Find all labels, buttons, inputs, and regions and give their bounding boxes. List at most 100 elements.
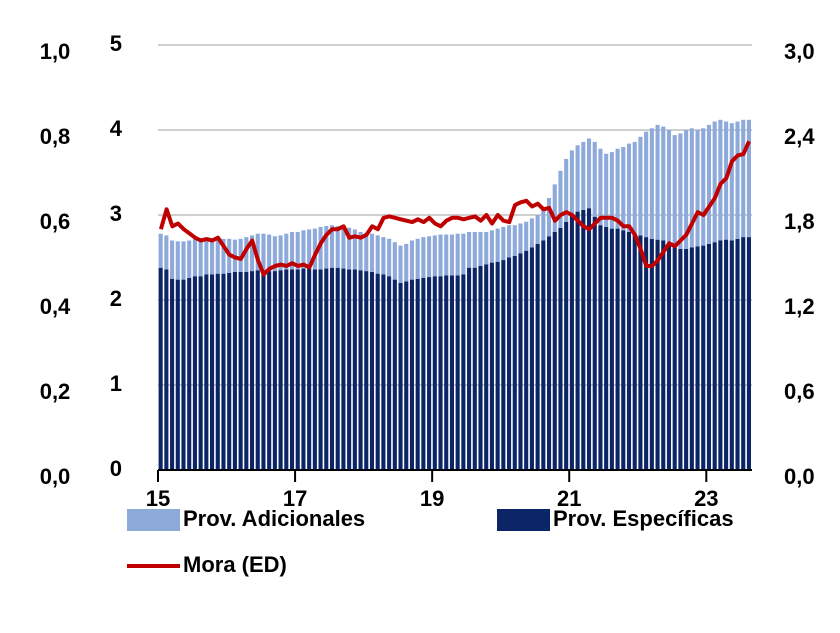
bar [392, 242, 397, 280]
bar [438, 276, 443, 470]
bar [335, 267, 340, 470]
bar [546, 198, 552, 237]
bar [421, 237, 426, 278]
bar [609, 228, 614, 470]
bar [175, 241, 180, 280]
bar [741, 237, 746, 470]
bar [666, 130, 672, 244]
bar [432, 235, 437, 277]
bar [489, 262, 494, 470]
bar [192, 238, 197, 277]
bar [661, 240, 666, 470]
y-tick-label: 5 [110, 31, 122, 56]
bar [649, 128, 654, 239]
x-tick-label: 23 [694, 486, 718, 511]
bar [415, 278, 420, 470]
bar [535, 215, 540, 244]
bar [181, 279, 186, 470]
bar [638, 235, 643, 470]
bar [244, 271, 249, 470]
bar [575, 145, 580, 212]
bar [706, 243, 712, 470]
bar [581, 141, 586, 210]
y3-tick-label: 0,4 [40, 294, 71, 319]
bar [626, 143, 632, 232]
bar [598, 225, 603, 470]
line [158, 140, 751, 277]
bar [409, 240, 415, 280]
bar [341, 226, 346, 269]
bar [272, 236, 277, 272]
bar [278, 270, 283, 470]
bar [449, 275, 454, 470]
bar [210, 274, 215, 470]
bar [586, 208, 592, 470]
bar [198, 276, 203, 470]
bar [724, 239, 729, 470]
bar [495, 228, 500, 262]
bar [684, 249, 689, 470]
bar [501, 226, 506, 261]
bar [432, 276, 437, 470]
bar [535, 243, 540, 470]
bar [592, 216, 597, 470]
bar [507, 225, 512, 258]
bar [335, 226, 340, 268]
y-tick-label: 2 [110, 286, 122, 311]
bar [187, 240, 192, 278]
y2-tick-label: 0,6 [784, 379, 815, 404]
legend-label: Mora (ED) [183, 552, 287, 577]
bar [564, 221, 569, 470]
bar [427, 236, 432, 278]
bar [467, 267, 472, 470]
bar [312, 269, 317, 470]
bar [352, 269, 357, 470]
bar [598, 148, 603, 226]
bar [467, 232, 472, 268]
bar [329, 267, 335, 470]
bar [655, 124, 660, 240]
bar [604, 226, 609, 470]
bar [484, 264, 489, 470]
bar [392, 279, 397, 470]
legend-swatch [497, 509, 550, 531]
bar [478, 232, 483, 266]
bar [347, 269, 352, 470]
bar [427, 277, 432, 470]
bar [546, 236, 552, 470]
bar [438, 234, 443, 277]
bar [581, 209, 586, 470]
bar [615, 228, 620, 470]
bar [701, 245, 706, 470]
bar [232, 271, 237, 470]
bar [307, 268, 312, 470]
bar [181, 241, 186, 280]
bar [615, 148, 620, 229]
y3-tick-label: 0,8 [40, 124, 71, 149]
y-tick-label: 0 [110, 456, 122, 481]
bar [569, 150, 574, 214]
bar [478, 266, 483, 470]
bar [644, 237, 649, 470]
bar [678, 249, 683, 470]
bar [398, 283, 403, 470]
bar [381, 274, 386, 470]
bar [415, 238, 420, 279]
bar [489, 230, 494, 263]
bar [387, 238, 392, 277]
y3-tick-label: 0,6 [40, 209, 71, 234]
bar [609, 152, 614, 229]
bar [324, 226, 329, 269]
bar [318, 269, 323, 470]
bar [741, 119, 746, 238]
bar [632, 141, 637, 234]
y-tick-label: 4 [110, 116, 123, 141]
x-tick-label: 17 [283, 486, 307, 511]
bar [461, 274, 466, 470]
bar [221, 238, 226, 274]
bar [158, 267, 163, 470]
bar [586, 138, 592, 209]
bar [638, 136, 643, 236]
y3-tick-label: 0,0 [40, 464, 71, 489]
